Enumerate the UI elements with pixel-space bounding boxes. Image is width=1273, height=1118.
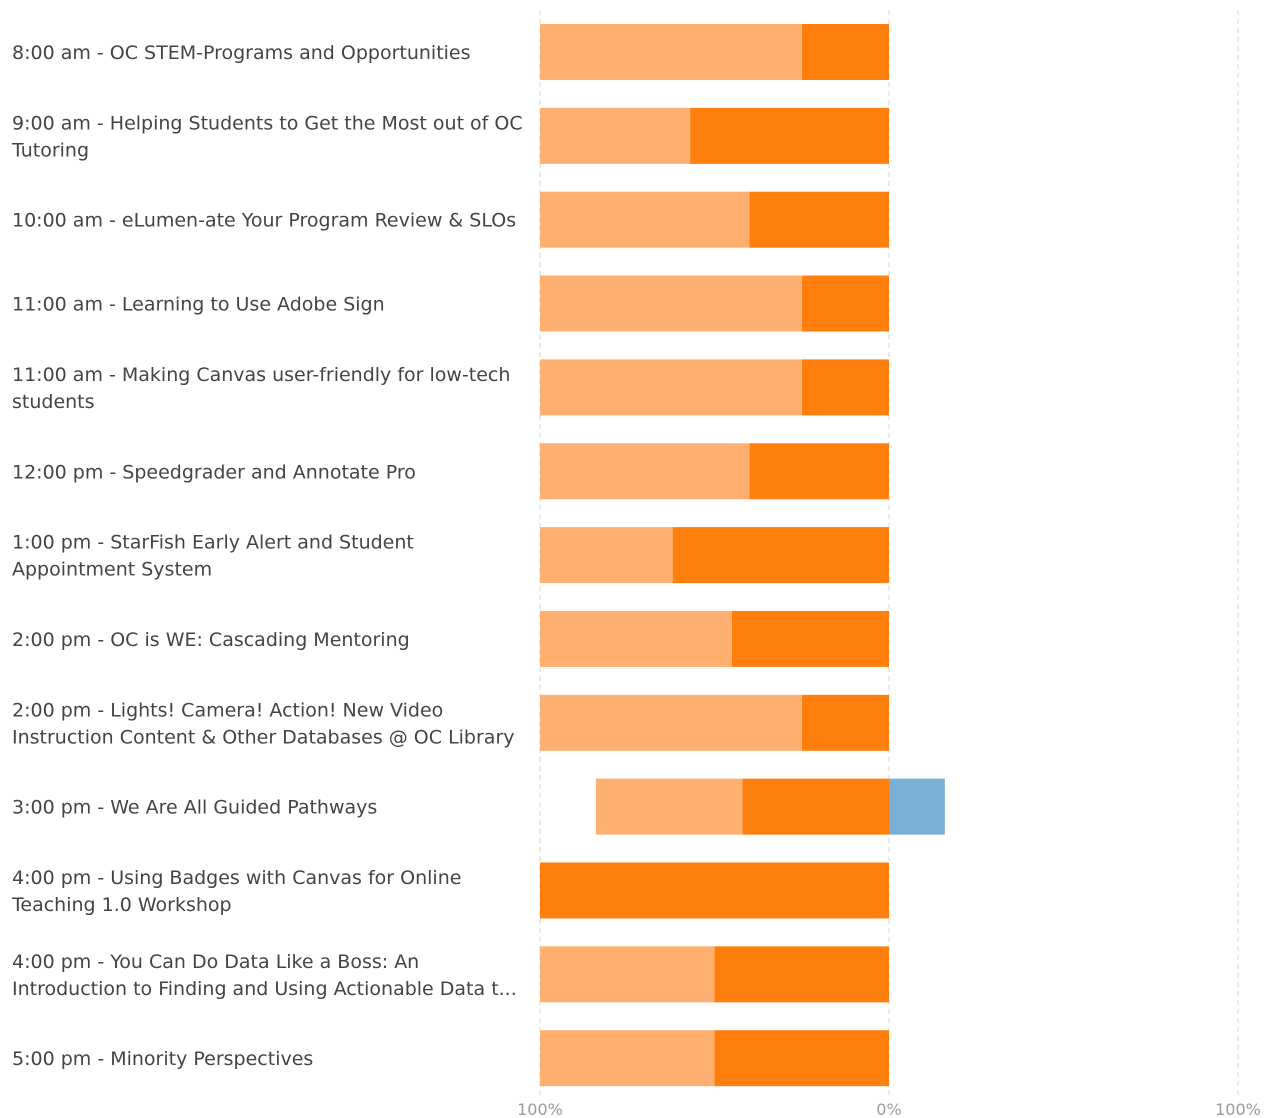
bar-segment-0 [801, 275, 889, 332]
category-label-line: 12:00 pm - Speedgrader and Annotate Pro [12, 461, 416, 483]
bar-segment-0 [801, 694, 889, 751]
bar-segment-1 [540, 527, 673, 584]
bar-segment-1 [540, 107, 691, 164]
category-label: 8:00 am - OC STEM-Programs and Opportuni… [12, 42, 471, 64]
bar-segment-0 [801, 24, 889, 80]
bar-segment-1 [540, 443, 750, 500]
bar-segment-1 [540, 610, 732, 667]
bar-segment-0 [742, 778, 889, 835]
category-label-line: 4:00 pm - Using Badges with Canvas for O… [12, 867, 461, 889]
bar-segment-2 [889, 778, 945, 835]
category-label-line: 3:00 pm - We Are All Guided Pathways [12, 797, 377, 819]
category-label-line: 4:00 pm - You Can Do Data Like a Boss: A… [12, 951, 419, 973]
category-label-line: 11:00 am - Making Canvas user-friendly f… [12, 364, 510, 386]
category-label: 11:00 am - Making Canvas user-friendly f… [12, 364, 510, 413]
category-label-line: students [12, 391, 95, 413]
x-tick-label: 0% [876, 1100, 901, 1118]
category-label: 9:00 am - Helping Students to Get the Mo… [11, 112, 523, 161]
bar-segment-1 [540, 24, 802, 80]
category-label-line: 2:00 pm - OC is WE: Cascading Mentoring [12, 629, 410, 651]
category-label-line: 10:00 am - eLumen-ate Your Program Revie… [12, 210, 516, 232]
category-label: 4:00 pm - Using Badges with Canvas for O… [11, 867, 461, 916]
bar-segment-1 [540, 946, 715, 1003]
bar-segment-0 [540, 862, 889, 919]
x-tick-label: 100% [1215, 1100, 1261, 1118]
category-label-line: Tutoring [11, 139, 89, 161]
category-labels: 8:00 am - OC STEM-Programs and Opportuni… [11, 42, 523, 1070]
bar-segment-1 [540, 359, 802, 416]
bar-segment-0 [749, 191, 889, 248]
category-label-line: Introduction to Finding and Using Action… [12, 978, 517, 1000]
category-label-line: Teaching 1.0 Workshop [11, 894, 232, 916]
x-axis-tick-labels: 100% 0% 100% [517, 1100, 1261, 1118]
category-label: 2:00 pm - OC is WE: Cascading Mentoring [12, 629, 410, 651]
category-label-line: 9:00 am - Helping Students to Get the Mo… [12, 112, 523, 134]
bar-segment-0 [714, 946, 889, 1003]
bar-segment-0 [731, 610, 889, 667]
bar-segment-0 [690, 107, 889, 164]
category-label-line: 2:00 pm - Lights! Camera! Action! New Vi… [12, 699, 443, 721]
category-label: 11:00 am - Learning to Use Adobe Sign [12, 294, 385, 316]
category-label: 4:00 pm - You Can Do Data Like a Boss: A… [12, 951, 517, 1000]
bar-segment-0 [749, 443, 889, 500]
bar-segment-0 [714, 1030, 889, 1087]
category-label-line: 11:00 am - Learning to Use Adobe Sign [12, 294, 385, 316]
x-tick-label: 100% [517, 1100, 563, 1118]
category-label: 3:00 pm - We Are All Guided Pathways [12, 797, 377, 819]
bars [540, 24, 945, 1087]
category-label-line: 8:00 am - OC STEM-Programs and Opportuni… [12, 42, 471, 64]
category-label-line: Instruction Content & Other Databases @ … [12, 726, 515, 748]
category-label: 5:00 pm - Minority Perspectives [12, 1048, 313, 1070]
category-label-line: 1:00 pm - StarFish Early Alert and Stude… [12, 532, 414, 554]
category-label: 10:00 am - eLumen-ate Your Program Revie… [12, 210, 516, 232]
category-label: 12:00 pm - Speedgrader and Annotate Pro [12, 461, 416, 483]
bar-segment-0 [801, 359, 889, 416]
bar-segment-0 [672, 527, 889, 584]
bar-segment-1 [595, 778, 743, 835]
bar-segment-1 [540, 191, 750, 248]
category-label: 2:00 pm - Lights! Camera! Action! New Vi… [12, 699, 515, 748]
bar-segment-1 [540, 694, 802, 751]
bar-segment-1 [540, 275, 802, 332]
category-label-line: 5:00 pm - Minority Perspectives [12, 1048, 313, 1070]
category-label: 1:00 pm - StarFish Early Alert and Stude… [12, 532, 414, 581]
category-label-line: Appointment System [12, 559, 212, 581]
bar-segment-1 [540, 1030, 715, 1087]
